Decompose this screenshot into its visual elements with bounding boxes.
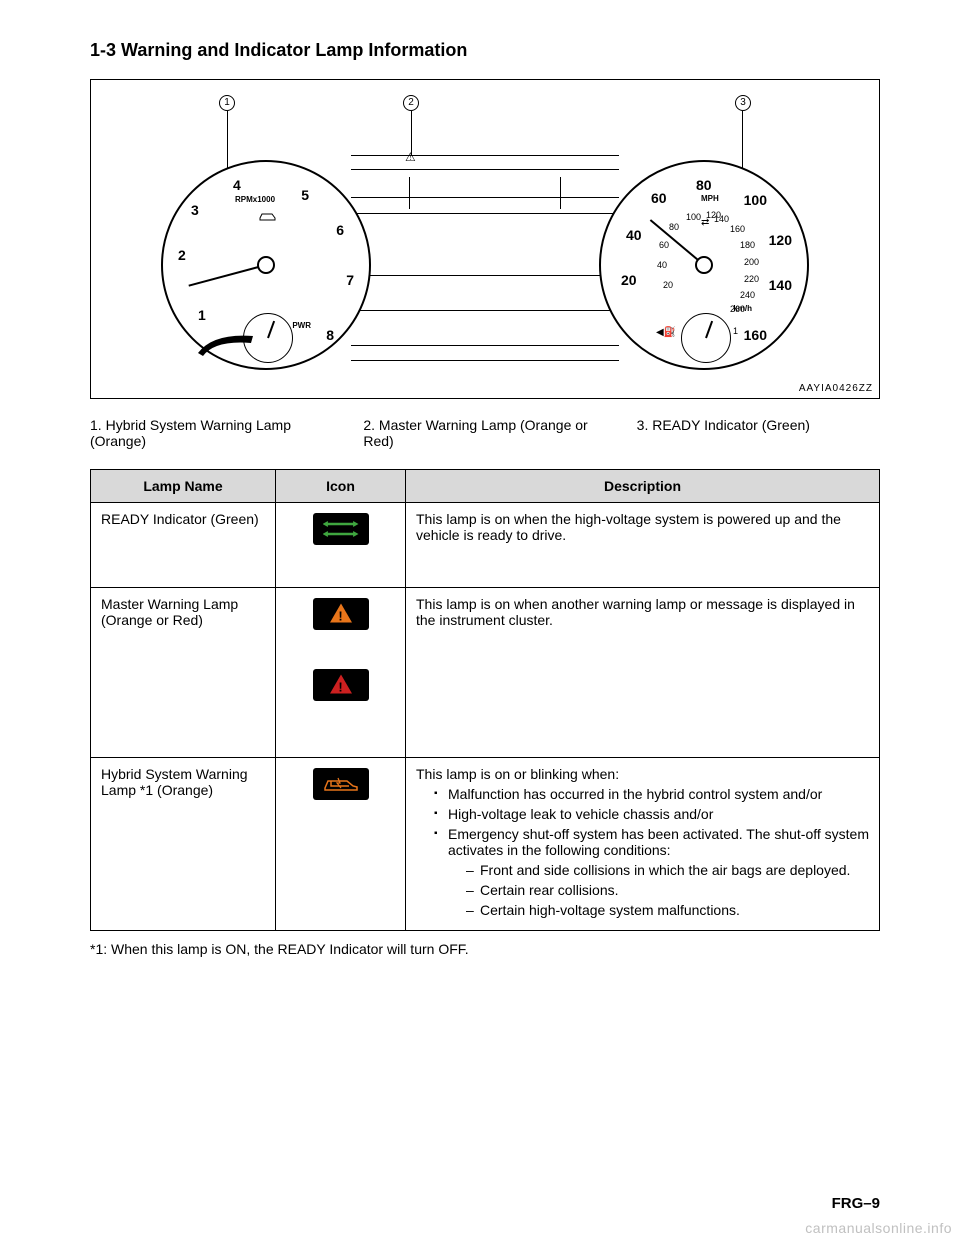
pwr-label: PWR xyxy=(292,321,311,330)
list-item: High-voltage leak to vehicle chassis and… xyxy=(434,806,869,822)
hybrid-bullet-list: Malfunction has occurred in the hybrid c… xyxy=(416,786,869,918)
legend-item-1: 1. Hybrid System Warning Lamp (Orange) xyxy=(90,417,333,449)
diagram-legend: 1. Hybrid System Warning Lamp (Orange) 2… xyxy=(90,417,880,449)
list-item: Malfunction has occurred in the hybrid c… xyxy=(434,786,869,802)
desc-ready: This lamp is on when the high-voltage sy… xyxy=(406,503,880,588)
list-item: Emergency shut-off system has been activ… xyxy=(434,826,869,918)
tach-needle xyxy=(188,264,266,287)
table-row: Hybrid System Warning Lamp *1 (Orange) T… xyxy=(91,758,880,931)
table-row: Master Warning Lamp (Orange or Red) ! ! … xyxy=(91,588,880,758)
hybrid-sub-bullet-list: Front and side collisions in which the a… xyxy=(448,862,869,918)
header-icon: Icon xyxy=(276,470,406,503)
kmh-label: km/h xyxy=(733,304,752,313)
callout-1: 1 xyxy=(219,95,235,111)
center-display-area xyxy=(351,155,619,365)
legend-item-2: 2. Master Warning Lamp (Orange or Red) xyxy=(363,417,606,449)
callout-3: 3 xyxy=(735,95,751,111)
master-warning-red-icon: ! xyxy=(313,669,369,701)
footnote-text: *1: When this lamp is ON, the READY Indi… xyxy=(90,941,880,957)
table-row: READY Indicator (Green) This lamp is on … xyxy=(91,503,880,588)
pwr-gauge-icon xyxy=(193,328,263,358)
master-warning-orange-icon: ! xyxy=(313,598,369,630)
icon-cell-master: ! ! xyxy=(276,588,406,758)
speedometer-dial: 20 40 60 80 100 120 140 160 MPH 20 40 60… xyxy=(599,160,809,370)
icon-cell-hybrid xyxy=(276,758,406,931)
list-item: Front and side collisions in which the a… xyxy=(466,862,869,878)
list-item: Certain rear collisions. xyxy=(466,882,869,898)
ready-indicator-icon xyxy=(313,513,369,545)
watermark-text: carmanualsonline.info xyxy=(805,1220,952,1236)
callout-2: 2 xyxy=(403,95,419,111)
lamp-name-master: Master Warning Lamp (Orange or Red) xyxy=(91,588,276,758)
list-item: Certain high-voltage system malfunctions… xyxy=(466,902,869,918)
fuel-subdial xyxy=(681,313,731,363)
desc-master: This lamp is on when another warning lam… xyxy=(406,588,880,758)
lamp-name-hybrid: Hybrid System Warning Lamp *1 (Orange) xyxy=(91,758,276,931)
section-number: 1-3 xyxy=(90,40,116,60)
tach-hub xyxy=(257,256,275,274)
table-header-row: Lamp Name Icon Description xyxy=(91,470,880,503)
icon-cell-ready xyxy=(276,503,406,588)
legend-item-3: 3. READY Indicator (Green) xyxy=(637,417,880,449)
speedo-hub xyxy=(695,256,713,274)
tachometer-dial: 0 1 2 3 4 5 6 7 8 RPMx1000 PWR xyxy=(161,160,371,370)
mph-label: MPH xyxy=(701,194,719,203)
page-number: FRG–9 xyxy=(832,1195,880,1212)
section-title-text: Warning and Indicator Lamp Information xyxy=(121,40,467,60)
hybrid-system-warning-icon xyxy=(313,768,369,800)
rpm-unit-label: RPMx1000 xyxy=(235,195,275,204)
lamp-name-ready: READY Indicator (Green) xyxy=(91,503,276,588)
lamp-info-table: Lamp Name Icon Description READY Indicat… xyxy=(90,469,880,931)
hybrid-car-small-icon xyxy=(258,210,278,225)
ready-arrows-small-icon: ⇄ xyxy=(701,217,709,228)
diagram-id-label: AAYIA0426ZZ xyxy=(799,383,873,394)
section-heading: 1-3 Warning and Indicator Lamp Informati… xyxy=(90,40,880,61)
instrument-cluster-diagram: 1 2 ⚠ 3 0 1 2 3 4 5 6 7 8 RPMx1000 PWR xyxy=(90,79,880,399)
header-lamp-name: Lamp Name xyxy=(91,470,276,503)
header-description: Description xyxy=(406,470,880,503)
desc-hybrid: This lamp is on or blinking when: Malfun… xyxy=(406,758,880,931)
fuel-pump-icon: ◀⛽ xyxy=(656,327,676,338)
